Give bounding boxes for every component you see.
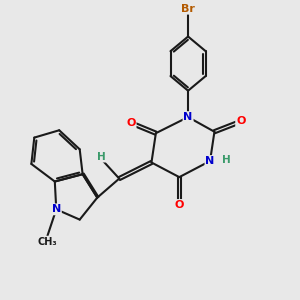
Text: CH₃: CH₃	[38, 237, 57, 247]
Text: Br: Br	[181, 4, 195, 14]
Text: O: O	[236, 116, 245, 127]
Text: H: H	[97, 152, 106, 162]
Text: N: N	[184, 112, 193, 122]
Text: O: O	[175, 200, 184, 210]
Text: O: O	[126, 118, 136, 128]
Text: N: N	[52, 204, 61, 214]
Text: N: N	[206, 156, 215, 166]
Text: H: H	[222, 154, 230, 165]
